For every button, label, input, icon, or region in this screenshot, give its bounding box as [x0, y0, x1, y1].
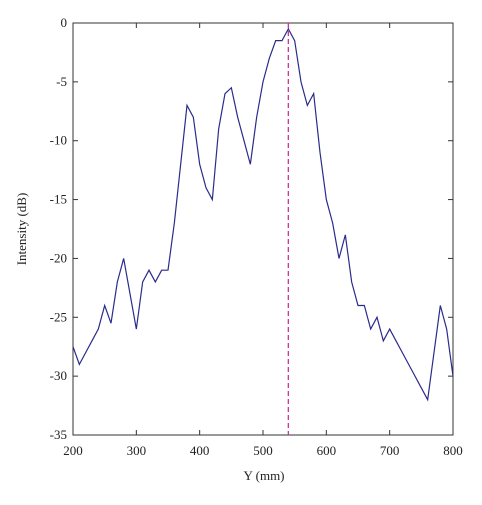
data-line — [72, 27, 454, 402]
x-axis-label: Y (mm) — [243, 468, 284, 483]
y-tick-label: -5 — [56, 74, 67, 89]
x-tick-label: 400 — [190, 443, 210, 458]
x-tick-label: 500 — [253, 443, 273, 458]
y-tick-label: -35 — [50, 427, 67, 442]
y-tick-label: -25 — [50, 309, 67, 324]
x-tick-label: 600 — [317, 443, 337, 458]
y-tick-label: -30 — [50, 368, 67, 383]
y-tick-label: -20 — [50, 250, 67, 265]
y-tick-label: -15 — [50, 192, 67, 207]
y-axis-label: Intensity (dB) — [14, 193, 29, 266]
y-tick-label: -10 — [50, 133, 67, 148]
y-tick-label: 0 — [61, 15, 68, 30]
x-tick-label: 300 — [127, 443, 147, 458]
x-tick-label: 200 — [63, 443, 83, 458]
x-tick-label: 800 — [443, 443, 463, 458]
x-tick-label: 700 — [380, 443, 400, 458]
